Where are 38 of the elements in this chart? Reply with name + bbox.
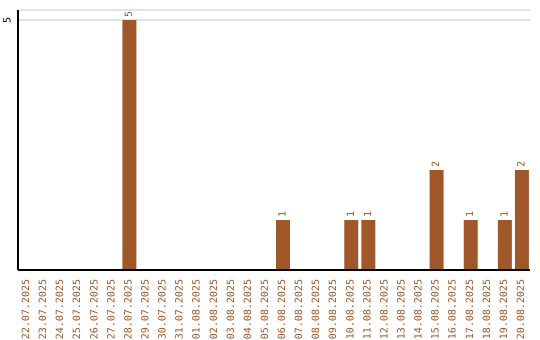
x-tick-label: 23.07.2025 xyxy=(38,279,50,340)
x-tick-label: 24.07.2025 xyxy=(55,279,66,340)
x-tick-label: 05.08.2025 xyxy=(260,279,271,340)
data-label: 1 xyxy=(278,210,288,217)
x-tick-label: 22.07.2025 xyxy=(21,279,32,340)
x-tick-label: 25.07.2025 xyxy=(72,279,84,340)
x-tick-label: 03.08.2025 xyxy=(226,279,237,340)
data-label: 1 xyxy=(465,210,476,217)
x-tick-label: 26.07.2025 xyxy=(89,279,100,340)
data-label: 2 xyxy=(431,160,442,167)
x-tick-label: 27.07.2025 xyxy=(106,279,118,340)
x-tick-label: 17.08.2025 xyxy=(464,279,476,340)
x-tick-label: 09.08.2025 xyxy=(328,279,340,340)
x-tick-label: 15.08.2025 xyxy=(430,279,442,340)
x-tick-label: 18.08.2025 xyxy=(482,279,493,340)
x-tick-label: 06.08.2025 xyxy=(277,279,288,340)
data-label: 1 xyxy=(346,210,357,217)
x-tick-label: 10.08.2025 xyxy=(345,279,356,340)
x-tick-label: 04.08.2025 xyxy=(242,279,254,340)
x-tick-label: 29.07.2025 xyxy=(140,279,152,340)
x-tick-label: 28.07.2025 xyxy=(123,279,134,340)
x-tick-label: 11.08.2025 xyxy=(362,279,374,340)
x-tick-label: 14.08.2025 xyxy=(414,279,425,340)
x-tick-label: 08.08.2025 xyxy=(311,279,322,340)
data-label: 5 xyxy=(124,10,135,17)
x-tick-label: 02.08.2025 xyxy=(208,279,220,340)
data-label: 1 xyxy=(499,210,510,217)
x-tick-label: 20.08.2025 xyxy=(516,279,527,340)
x-tick-label: 19.08.2025 xyxy=(498,279,510,340)
data-label: 1 xyxy=(362,210,374,217)
x-tick-label: 07.08.2025 xyxy=(294,279,306,340)
x-tick-label: 16.08.2025 xyxy=(448,279,459,340)
x-tick-label: 12.08.2025 xyxy=(379,279,390,340)
x-tick-label: 30.07.2025 xyxy=(158,279,169,340)
x-tick-label: 13.08.2025 xyxy=(396,279,408,340)
x-tick-label: 01.08.2025 xyxy=(192,279,203,340)
x-tick-label: 31.07.2025 xyxy=(174,279,186,340)
data-label: 2 xyxy=(516,160,528,167)
